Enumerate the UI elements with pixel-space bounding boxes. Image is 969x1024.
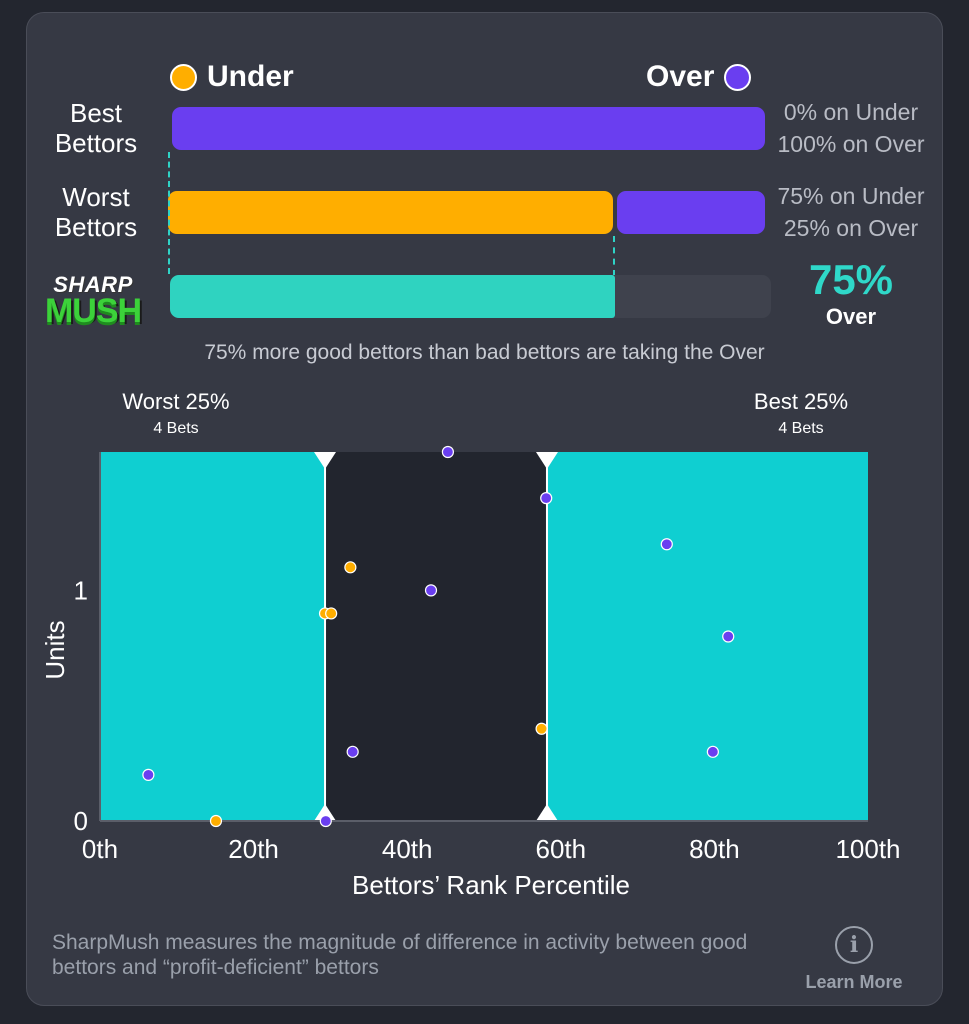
worst-note-over: 25% on Over bbox=[783, 215, 919, 241]
over-point bbox=[706, 745, 719, 758]
worst-bettors-label: Worst Bettors bbox=[54, 182, 138, 242]
sharpmush-value: 75% bbox=[808, 256, 894, 303]
best-zone-label: Best 25% bbox=[753, 389, 849, 414]
worst-bettors-note: 75% on Under 25% on Over bbox=[766, 180, 936, 244]
guide-line-left bbox=[168, 152, 170, 274]
under-point bbox=[535, 722, 548, 735]
best-zone-shade bbox=[546, 452, 868, 821]
learn-more-button[interactable]: i Learn More bbox=[792, 926, 916, 993]
under-point bbox=[209, 814, 223, 828]
guide-line-right bbox=[613, 236, 615, 276]
legend-under-label: Under bbox=[207, 60, 294, 93]
logo-line1: SHARP bbox=[53, 272, 133, 297]
x-tick-label: 80th bbox=[689, 834, 740, 864]
sharpmush-logo: SHARP MUSH bbox=[36, 272, 150, 332]
x-tick-label: 40th bbox=[382, 834, 433, 864]
over-point bbox=[441, 445, 455, 459]
worst-zone-shade bbox=[100, 452, 326, 821]
y-tick-label: 0 bbox=[74, 806, 88, 836]
data-points bbox=[142, 445, 735, 828]
legend-under: Under bbox=[170, 60, 294, 94]
learn-more-label: Learn More bbox=[805, 972, 903, 992]
worst-zone-handle[interactable] bbox=[314, 452, 337, 821]
summary-text: 75% more good bettors than bad bettors a… bbox=[204, 341, 765, 364]
over-point bbox=[424, 584, 438, 597]
sharpmush-side: Over bbox=[825, 304, 877, 329]
worst-zone-count: 4 Bets bbox=[153, 420, 199, 437]
over-point bbox=[660, 538, 673, 551]
x-tick-label: 20th bbox=[228, 834, 279, 864]
y-tick-label: 1 bbox=[74, 575, 88, 605]
under-point bbox=[344, 561, 357, 574]
over-point bbox=[540, 492, 553, 505]
worst-bettors-under-bar bbox=[168, 191, 613, 234]
x-tick-label: 0th bbox=[82, 834, 118, 864]
sharpmush-bar-fill bbox=[170, 275, 615, 318]
footer-description: SharpMush measures the magnitude of diff… bbox=[52, 931, 748, 979]
worst-note-under: 75% on Under bbox=[777, 183, 925, 209]
legend-over: Over bbox=[646, 60, 752, 94]
best-zone-count: 4 Bets bbox=[778, 420, 824, 437]
x-tick-label: 100th bbox=[835, 834, 900, 864]
over-dot-icon bbox=[724, 63, 752, 91]
best-zone-handle[interactable] bbox=[535, 452, 558, 821]
x-tick-label: 60th bbox=[535, 834, 586, 864]
worst-zone-label: Worst 25% bbox=[122, 389, 230, 414]
best-bettors-note: 0% on Under 100% on Over bbox=[766, 96, 936, 160]
x-axis-title: Bettors’ Rank Percentile bbox=[352, 870, 630, 900]
best-bettors-label: Best Bettors bbox=[54, 98, 138, 158]
x-tick-labels: 0th 20th 40th 60th 80th 100th bbox=[82, 834, 901, 864]
over-point bbox=[319, 814, 332, 828]
y-tick-labels: 01 bbox=[74, 575, 88, 836]
under-dot-icon bbox=[170, 63, 197, 91]
best-bettors-over-bar bbox=[172, 107, 765, 150]
over-point bbox=[722, 630, 735, 643]
under-point bbox=[325, 607, 338, 620]
y-axis-title: Units bbox=[40, 620, 70, 679]
best-note-under: 0% on Under bbox=[783, 99, 919, 125]
best-note-over: 100% on Over bbox=[777, 131, 925, 157]
legend-over-label: Over bbox=[646, 60, 715, 93]
info-icon: i bbox=[835, 926, 873, 964]
worst-bettors-over-bar bbox=[617, 191, 765, 234]
over-point bbox=[142, 768, 155, 781]
over-point bbox=[346, 745, 359, 758]
logo-line2: MUSH bbox=[44, 292, 142, 330]
